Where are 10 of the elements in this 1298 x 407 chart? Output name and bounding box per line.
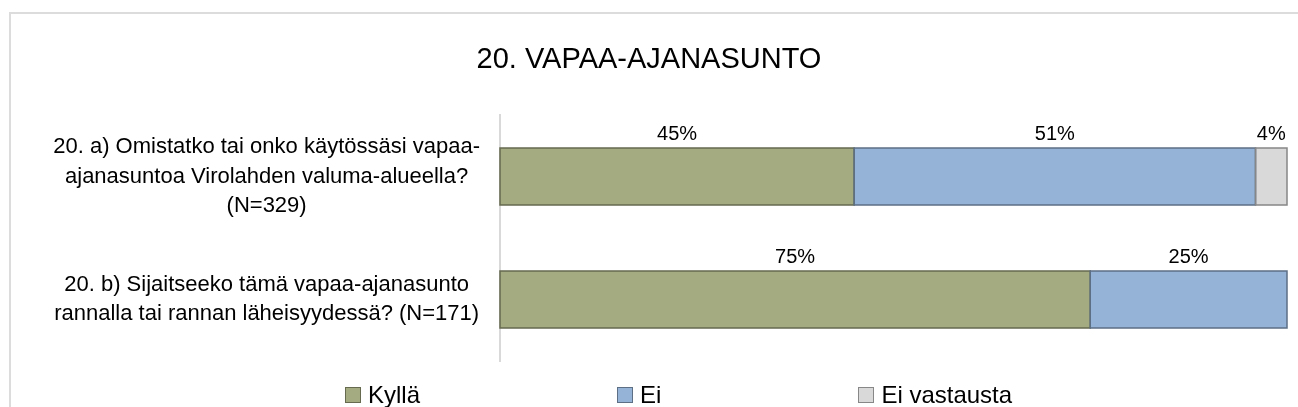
y-tick-label: 20. b) Sijaitseeko tämä vapaa-ajanasunto rannalla tai rannan läheisyydessä? (N=171) [54,270,480,326]
legend-label: Ei [640,381,662,407]
legend-label: Ei vastausta [881,381,1013,407]
chart-title: 20. VAPAA-AJANASUNTO [475,42,823,74]
data-label: 45% [657,122,698,145]
y-tick-label: 20. a) Omistatko tai onko käytössäsi vapaa-ajanasuntoa Virolahden valuma-alueella? (N=329) [53,133,481,218]
data-label: 25% [1168,245,1209,268]
data-label: 4% [1256,122,1286,145]
data-label: 75% [775,245,816,268]
data-label: 51% [1034,122,1076,145]
